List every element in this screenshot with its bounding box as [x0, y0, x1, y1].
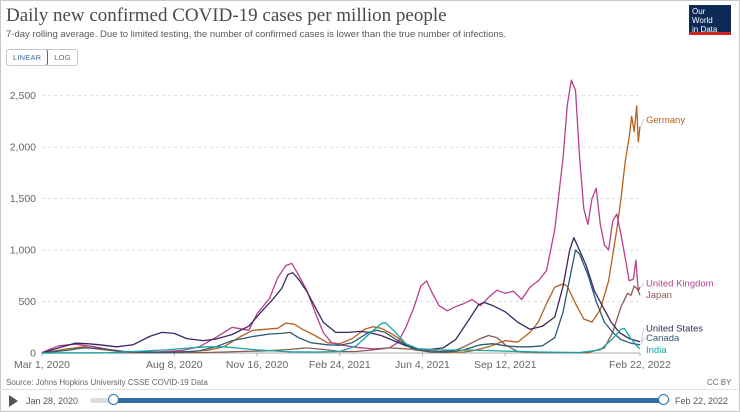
- x-tick-label: Nov 16, 2020: [226, 359, 289, 371]
- series-label-india[interactable]: India: [646, 345, 667, 356]
- license-note[interactable]: CC BY: [707, 378, 732, 387]
- series-label-connector: [640, 119, 645, 127]
- y-tick-label: 2,500: [10, 90, 36, 102]
- y-tick-label: 1,000: [10, 245, 36, 257]
- timeline-start-handle[interactable]: [108, 394, 119, 405]
- timeline-end-handle[interactable]: [658, 394, 669, 405]
- timeline-start-date: Jan 28, 2020: [26, 396, 79, 406]
- labels-layer: 0 500 1,000 1,500 2,000 2,500 Mar 1, 2020 Aug 8…: [10, 90, 714, 371]
- series-label-connector: [640, 337, 645, 345]
- x-tick-label: Feb 24, 2021: [309, 359, 371, 371]
- x-tick-label: Feb 22, 2022: [609, 359, 671, 371]
- series-label-germany[interactable]: Germany: [646, 115, 685, 126]
- source-note: Source: Johns Hopkins University CSSE CO…: [6, 378, 208, 387]
- x-tick-label: Jun 4, 2021: [395, 359, 450, 371]
- lines-layer: [41, 79, 641, 354]
- logo-line-2: in Data: [692, 25, 718, 34]
- play-icon[interactable]: [9, 395, 18, 407]
- log-scale-button[interactable]: LOG: [48, 50, 77, 65]
- series-line-canada[interactable]: [41, 249, 641, 354]
- chart-subtitle: 7-day rolling average. Due to limited te…: [6, 29, 507, 40]
- y-tick-label: 2,000: [10, 142, 36, 154]
- series-label-connector: [640, 282, 645, 288]
- x-tick-label: Mar 1, 2020: [14, 359, 70, 371]
- scale-toggle: LINEAR LOG: [6, 49, 78, 66]
- series-label-connector: [640, 327, 645, 342]
- series-line-united-kingdom[interactable]: [41, 79, 641, 354]
- logo-line-1: Our World: [692, 7, 713, 25]
- y-tick-label: 1,500: [10, 193, 36, 205]
- owid-logo[interactable]: Our World in Data: [689, 5, 731, 35]
- series-label-united-states[interactable]: United States: [646, 323, 703, 334]
- y-tick-label: 500: [18, 296, 36, 308]
- series-line-india[interactable]: [41, 321, 641, 354]
- chart-title: Daily new confirmed COVID-19 cases per m…: [6, 5, 447, 26]
- grid-layer: [41, 95, 641, 356]
- x-tick-label: Aug 8, 2020: [146, 359, 203, 371]
- y-tick-label: 0: [30, 348, 36, 360]
- series-label-japan[interactable]: Japan: [646, 290, 672, 301]
- x-tick-label: Sep 12, 2021: [474, 359, 537, 371]
- series-label-canada[interactable]: Canada: [646, 333, 680, 344]
- series-label-united-kingdom[interactable]: United Kingdom: [646, 278, 714, 289]
- series-line-japan[interactable]: [41, 285, 641, 354]
- series-line-germany[interactable]: [41, 105, 641, 354]
- footer-divider: [0, 389, 738, 390]
- timeline-end-date: Feb 22, 2022: [675, 396, 729, 406]
- timeline-slider-range[interactable]: [113, 398, 663, 403]
- linear-scale-button[interactable]: LINEAR: [6, 50, 49, 65]
